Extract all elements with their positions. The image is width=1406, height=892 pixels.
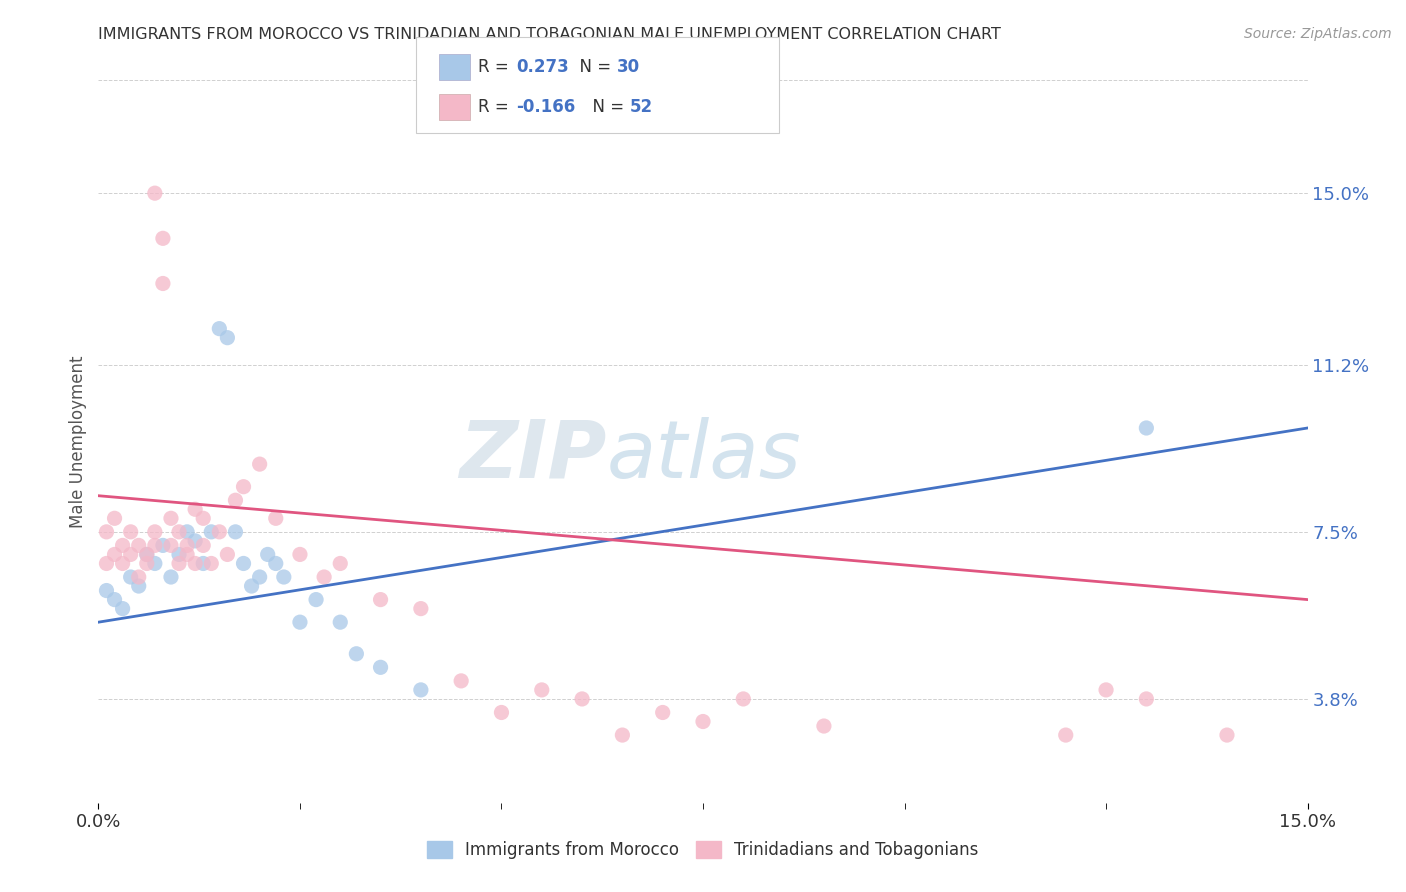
Point	[692, 714, 714, 729]
Text: IMMIGRANTS FROM MOROCCO VS TRINIDADIAN AND TOBAGONIAN MALE UNEMPLOYMENT CORRELAT: IMMIGRANTS FROM MOROCCO VS TRINIDADIAN A…	[98, 27, 1001, 42]
Point	[224, 524, 246, 539]
Legend: Immigrants from Morocco, Trinidadians and Tobagonians: Immigrants from Morocco, Trinidadians an…	[427, 841, 979, 860]
Point	[152, 277, 174, 291]
Point	[612, 728, 634, 742]
Point	[249, 570, 271, 584]
Text: 52: 52	[630, 98, 652, 116]
Point	[370, 660, 392, 674]
Text: R =: R =	[478, 58, 515, 76]
Point	[103, 511, 125, 525]
Text: 0.273: 0.273	[516, 58, 569, 76]
Point	[111, 538, 134, 552]
Point	[120, 570, 142, 584]
Point	[200, 557, 222, 571]
Point	[128, 570, 150, 584]
Point	[217, 331, 239, 345]
Text: N =: N =	[582, 98, 630, 116]
Point	[1095, 682, 1118, 697]
Point	[273, 570, 295, 584]
Point	[208, 524, 231, 539]
Point	[813, 719, 835, 733]
Point	[329, 615, 352, 630]
Point	[264, 511, 287, 525]
Point	[111, 557, 134, 571]
Point	[176, 524, 198, 539]
Point	[344, 647, 367, 661]
Point	[167, 557, 190, 571]
Point	[224, 493, 246, 508]
Text: Source: ZipAtlas.com: Source: ZipAtlas.com	[1244, 27, 1392, 41]
Point	[96, 583, 118, 598]
Text: R =: R =	[478, 98, 515, 116]
Text: N =: N =	[569, 58, 617, 76]
Point	[1135, 692, 1157, 706]
Text: ZIP: ZIP	[458, 417, 606, 495]
Point	[232, 480, 254, 494]
Point	[167, 548, 190, 562]
Point	[160, 538, 183, 552]
Point	[135, 548, 157, 562]
Point	[96, 524, 118, 539]
Point	[288, 548, 311, 562]
Point	[491, 706, 513, 720]
Point	[160, 570, 183, 584]
Point	[143, 557, 166, 571]
Point	[409, 682, 432, 697]
Point	[184, 557, 207, 571]
Text: 30: 30	[617, 58, 640, 76]
Point	[111, 601, 134, 615]
Point	[200, 524, 222, 539]
Point	[135, 548, 157, 562]
Point	[143, 538, 166, 552]
Point	[240, 579, 263, 593]
Point	[152, 538, 174, 552]
Point	[143, 186, 166, 201]
Point	[193, 538, 215, 552]
Point	[264, 557, 287, 571]
Point	[450, 673, 472, 688]
Point	[193, 557, 215, 571]
Point	[176, 538, 198, 552]
Point	[370, 592, 392, 607]
Point	[329, 557, 352, 571]
Point	[128, 538, 150, 552]
Point	[143, 524, 166, 539]
Point	[288, 615, 311, 630]
Text: atlas: atlas	[606, 417, 801, 495]
Point	[314, 570, 336, 584]
Point	[160, 511, 183, 525]
Point	[120, 548, 142, 562]
Y-axis label: Male Unemployment: Male Unemployment	[69, 355, 87, 528]
Point	[409, 601, 432, 615]
Point	[571, 692, 593, 706]
Point	[530, 682, 553, 697]
Point	[120, 524, 142, 539]
Point	[217, 548, 239, 562]
Point	[305, 592, 328, 607]
Point	[128, 579, 150, 593]
Point	[152, 231, 174, 245]
Point	[103, 548, 125, 562]
Point	[651, 706, 673, 720]
Point	[208, 321, 231, 335]
Point	[184, 533, 207, 548]
Text: -0.166: -0.166	[516, 98, 575, 116]
Point	[167, 524, 190, 539]
Point	[1054, 728, 1077, 742]
Point	[135, 557, 157, 571]
Point	[249, 457, 271, 471]
Point	[1216, 728, 1239, 742]
Point	[176, 548, 198, 562]
Point	[184, 502, 207, 516]
Point	[733, 692, 755, 706]
Point	[232, 557, 254, 571]
Point	[193, 511, 215, 525]
Point	[103, 592, 125, 607]
Point	[96, 557, 118, 571]
Point	[1135, 421, 1157, 435]
Point	[256, 548, 278, 562]
